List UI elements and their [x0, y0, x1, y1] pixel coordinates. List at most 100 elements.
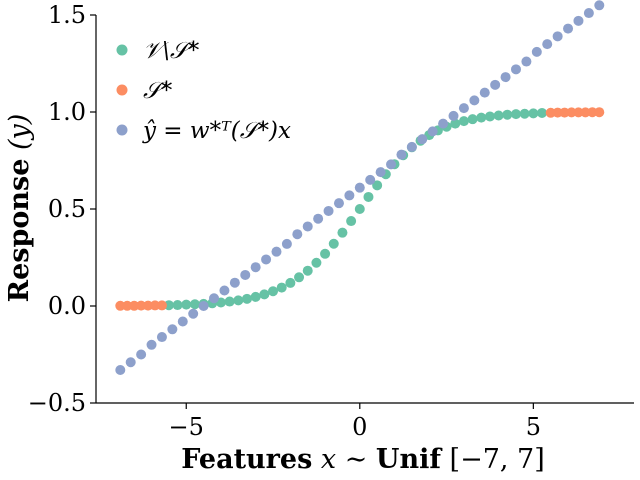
legend: 𝒱\𝒮* 𝒮* ŷ = w*ᵀ(𝒮*)x	[116, 38, 291, 144]
data-point	[566, 107, 577, 118]
series-1	[115, 107, 605, 311]
data-point	[386, 159, 397, 170]
x-tick-label: 5	[526, 413, 541, 441]
data-point	[510, 64, 521, 75]
legend-label: 𝒱\𝒮*	[143, 38, 200, 64]
x-axis-title: Features x ∼ Unif [−7, 7]	[181, 444, 545, 475]
data-point	[302, 221, 313, 232]
data-point	[150, 300, 161, 311]
data-point	[276, 282, 287, 293]
ticks: −5 0 5 −0.5 0.0 0.5 1.0 1.5	[28, 1, 541, 441]
data-point	[146, 339, 157, 350]
data-point	[250, 291, 261, 302]
data-point	[346, 216, 357, 227]
data-point	[219, 285, 230, 296]
data-point	[493, 110, 504, 121]
data-point	[188, 308, 199, 319]
data-point	[479, 87, 490, 98]
data-point	[167, 324, 178, 335]
data-point	[375, 167, 386, 178]
y-tick-label: 0.5	[48, 195, 86, 223]
data-point	[250, 262, 261, 273]
data-point	[241, 293, 252, 304]
data-point	[354, 182, 365, 193]
x-tick-label: −5	[169, 413, 204, 441]
data-point	[281, 238, 292, 249]
data-point	[552, 31, 563, 42]
data-point	[115, 300, 126, 311]
legend-marker	[116, 44, 128, 56]
data-point	[125, 357, 136, 368]
data-point	[224, 296, 235, 307]
data-point	[450, 118, 461, 129]
data-point	[406, 141, 417, 152]
data-point	[469, 95, 480, 106]
data-point	[320, 248, 331, 259]
data-point	[545, 107, 556, 118]
data-point	[502, 109, 513, 120]
data-point	[573, 107, 584, 118]
data-point	[129, 300, 140, 311]
y-tick-label: −0.5	[28, 389, 86, 417]
data-point	[594, 107, 605, 118]
data-point	[354, 204, 365, 214]
data-point	[552, 107, 563, 118]
series-2	[115, 0, 605, 376]
data-point	[302, 265, 313, 276]
data-point	[136, 300, 147, 311]
data-point	[313, 213, 324, 224]
data-point	[438, 118, 449, 129]
data-point	[115, 365, 126, 376]
data-point	[143, 300, 154, 311]
data-point	[467, 114, 478, 125]
data-point	[559, 107, 570, 118]
data-point	[156, 300, 167, 311]
y-tick-label: 1.0	[48, 98, 86, 126]
data-point	[531, 46, 542, 57]
y-tick-label: 0.0	[48, 292, 86, 320]
data-point	[542, 39, 553, 50]
data-point	[372, 180, 383, 191]
data-point	[294, 272, 305, 283]
data-point	[156, 332, 167, 343]
data-point	[328, 238, 339, 249]
data-point	[448, 110, 459, 121]
data-point	[580, 107, 591, 118]
data-point	[323, 205, 334, 216]
data-point	[177, 316, 188, 327]
data-point	[573, 15, 584, 26]
data-point	[563, 23, 574, 34]
data-point	[519, 108, 530, 119]
data-point	[233, 295, 244, 306]
data-point	[500, 72, 511, 83]
data-point	[344, 190, 355, 201]
data-point	[594, 0, 605, 11]
data-point	[172, 300, 183, 311]
data-point	[285, 277, 296, 288]
data-point	[198, 301, 209, 311]
data-point	[181, 299, 192, 310]
legend-marker	[116, 124, 128, 136]
data-point	[583, 8, 594, 19]
data-point	[333, 198, 344, 209]
data-point	[163, 300, 174, 311]
data-point	[537, 107, 548, 118]
y-axis-title: Response (y)	[4, 114, 35, 303]
data-point	[259, 289, 270, 300]
data-point	[458, 116, 469, 127]
data-point	[209, 293, 220, 304]
data-points	[115, 0, 605, 376]
data-point	[337, 227, 348, 238]
y-tick-label: 1.5	[48, 1, 86, 29]
axes	[95, 15, 634, 404]
data-point	[268, 286, 279, 297]
data-point	[427, 126, 438, 137]
data-point	[484, 111, 495, 122]
data-point	[136, 349, 147, 360]
data-point	[476, 112, 487, 123]
legend-label: ŷ = w*ᵀ(𝒮*)x	[142, 118, 291, 144]
data-point	[292, 229, 303, 240]
x-tick-label: 0	[352, 413, 367, 441]
data-point	[521, 56, 532, 67]
